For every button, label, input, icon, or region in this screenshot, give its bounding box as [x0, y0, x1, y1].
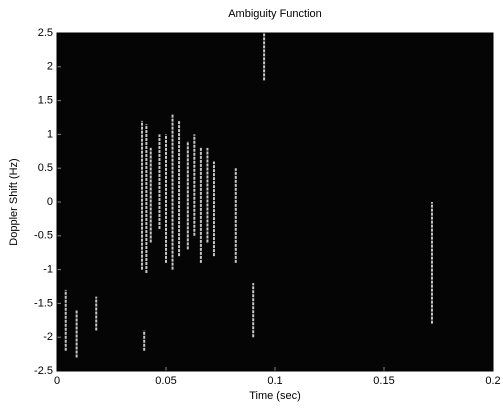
y-tick-label: 0.5	[38, 162, 53, 174]
y-tick-label: -1.5	[34, 297, 53, 309]
y-tick-label: -2	[43, 331, 53, 343]
x-tick-label: 0.05	[155, 375, 176, 387]
chart-title: Ambiguity Function	[228, 8, 322, 20]
y-tick-label: 0	[47, 196, 53, 208]
plot-frame	[56, 32, 494, 372]
x-tick-label: 0	[54, 375, 60, 387]
x-tick-label: 0.2	[485, 375, 500, 387]
y-tick-label: 1.5	[38, 95, 53, 107]
y-tick-label: -0.5	[34, 230, 53, 242]
x-axis-label: Time (sec)	[249, 390, 301, 402]
y-axis-label: Doppler Shift (Hz)	[8, 158, 20, 245]
plot-area	[57, 33, 493, 371]
x-tick-label: 0.15	[373, 375, 394, 387]
y-tick-label: -2.5	[34, 365, 53, 377]
y-tick-label: 1	[47, 128, 53, 140]
x-tick-label: 0.1	[267, 375, 282, 387]
y-tick-label: 2	[47, 61, 53, 73]
y-tick-label: -1	[43, 264, 53, 276]
y-tick-label: 2.5	[38, 27, 53, 39]
